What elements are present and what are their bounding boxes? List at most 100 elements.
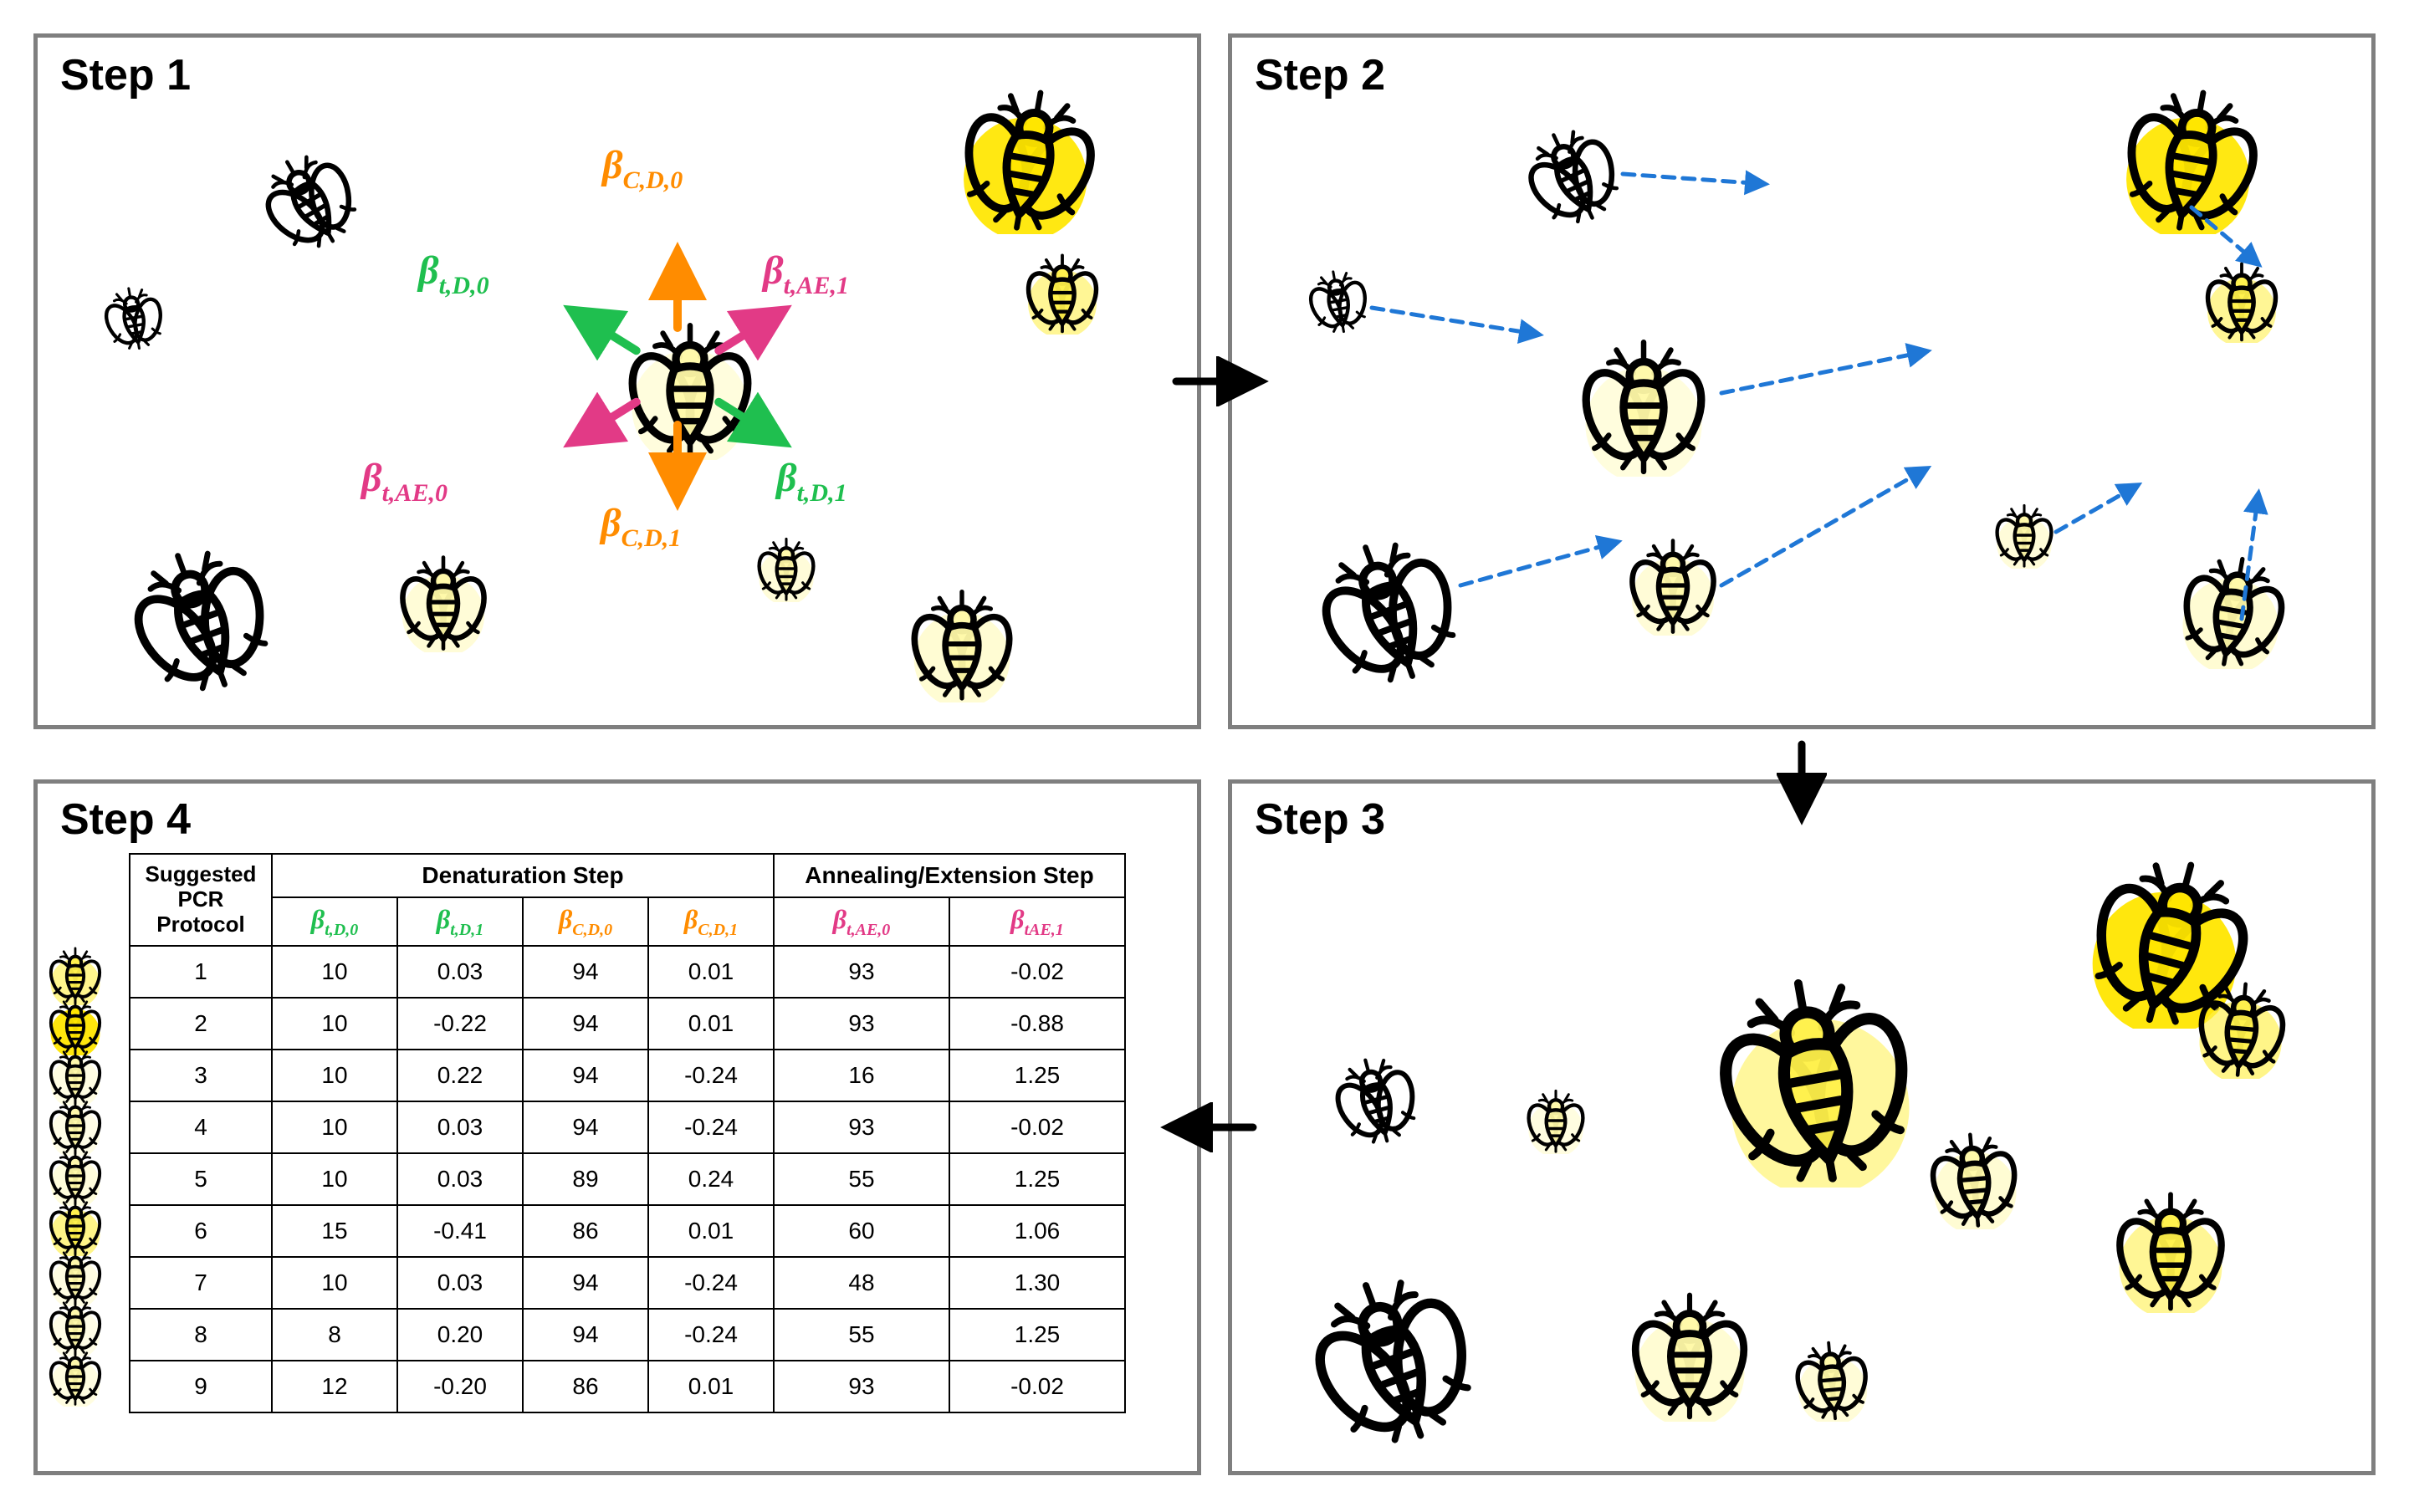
- cell-7-6: 1.25: [949, 1309, 1125, 1361]
- cell-8-2: -0.20: [397, 1361, 523, 1412]
- cell-3-4: -0.24: [648, 1101, 774, 1153]
- cell-7-2: 0.20: [397, 1309, 523, 1361]
- label-s3: Step 3: [1255, 794, 1385, 845]
- firefly-p2-6: [1623, 535, 1723, 636]
- arrow-1-2: [1151, 356, 1278, 406]
- pcr-table-el: SuggestedPCRProtocolDenaturation StepAnn…: [129, 853, 1126, 1413]
- firefly-p3-0: [1706, 970, 1924, 1188]
- beta-cD1: βC,D,1: [601, 500, 681, 552]
- firefly-p1-6: [393, 552, 494, 652]
- cell-6-4: -0.24: [648, 1257, 774, 1309]
- cell-1-3: 94: [523, 998, 648, 1050]
- cell-8-3: 86: [523, 1361, 648, 1412]
- firefly-p2-7: [1991, 502, 2058, 569]
- firefly-p3-2: [2192, 978, 2292, 1079]
- cell-8-1: 12: [272, 1361, 397, 1412]
- firefly-p2-1: [1522, 125, 1623, 226]
- cell-5-6: 1.06: [949, 1205, 1125, 1257]
- cell-5-4: 0.01: [648, 1205, 774, 1257]
- firefly-p3-7: [1305, 1271, 1481, 1447]
- cell-4-2: 0.03: [397, 1153, 523, 1205]
- cell-0-6: -0.02: [949, 946, 1125, 998]
- cell-5-2: -0.41: [397, 1205, 523, 1257]
- beta-tAE1: βt,AE,1: [763, 248, 849, 299]
- firefly-p2-8: [2175, 552, 2292, 669]
- cell-3-0: 4: [130, 1101, 272, 1153]
- cell-8-4: 0.01: [648, 1361, 774, 1412]
- firefly-p3-6: [2108, 1188, 2233, 1313]
- cell-2-3: 94: [523, 1050, 648, 1101]
- firefly-p1-2: [100, 284, 167, 351]
- cell-0-5: 93: [774, 946, 949, 998]
- beta-cD0: βC,D,0: [602, 142, 683, 194]
- cell-4-1: 10: [272, 1153, 397, 1205]
- cell-4-4: 0.24: [648, 1153, 774, 1205]
- th-group-anneal: Annealing/Extension Step: [774, 854, 1125, 897]
- th-beta-0: βt,D,0: [272, 897, 397, 946]
- th-beta-5: βtAE,1: [949, 897, 1125, 946]
- cell-1-5: 93: [774, 998, 949, 1050]
- cell-5-5: 60: [774, 1205, 949, 1257]
- firefly-p2-3: [2116, 84, 2267, 234]
- firefly-p1-3: [954, 84, 1104, 234]
- cell-0-2: 0.03: [397, 946, 523, 998]
- firefly-p1-5: [125, 544, 276, 694]
- cell-6-1: 10: [272, 1257, 397, 1309]
- cell-4-6: 1.25: [949, 1153, 1125, 1205]
- cell-8-0: 9: [130, 1361, 272, 1412]
- cell-0-3: 94: [523, 946, 648, 998]
- cell-1-0: 2: [130, 998, 272, 1050]
- cell-6-5: 48: [774, 1257, 949, 1309]
- cell-7-1: 8: [272, 1309, 397, 1361]
- th-protocol: SuggestedPCRProtocol: [130, 854, 272, 946]
- cell-5-1: 15: [272, 1205, 397, 1257]
- cell-4-0: 5: [130, 1153, 272, 1205]
- firefly-p2-4: [2200, 259, 2284, 343]
- cell-6-0: 7: [130, 1257, 272, 1309]
- pcr-table: SuggestedPCRProtocolDenaturation StepAnn…: [129, 853, 1126, 1413]
- cell-3-6: -0.02: [949, 1101, 1125, 1153]
- cell-8-6: -0.02: [949, 1361, 1125, 1412]
- firefly-p2-5: [1313, 535, 1464, 686]
- cell-3-1: 10: [272, 1101, 397, 1153]
- cell-2-0: 3: [130, 1050, 272, 1101]
- cell-7-0: 8: [130, 1309, 272, 1361]
- firefly-p2-2: [1305, 268, 1372, 335]
- cell-8-5: 93: [774, 1361, 949, 1412]
- firefly-p1-7: [753, 535, 820, 602]
- cell-2-4: -0.24: [648, 1050, 774, 1101]
- cell-5-0: 6: [130, 1205, 272, 1257]
- firefly-p3-8: [1623, 1288, 1757, 1422]
- figure-stage: Step 1 Step 2 Step 3 Step 4: [0, 0, 2409, 1512]
- label-s2: Step 2: [1255, 50, 1385, 100]
- cell-3-2: 0.03: [397, 1101, 523, 1153]
- cell-0-4: 0.01: [648, 946, 774, 998]
- cell-1-4: 0.01: [648, 998, 774, 1050]
- firefly-p1-1: [259, 151, 360, 251]
- row-firefly-8: [45, 1346, 105, 1407]
- th-beta-3: βC,D,1: [648, 897, 774, 946]
- cell-2-1: 10: [272, 1050, 397, 1101]
- th-beta-1: βt,D,1: [397, 897, 523, 946]
- th-group-denat: Denaturation Step: [272, 854, 774, 897]
- firefly-p2-0: [1573, 335, 1715, 477]
- firefly-p1-8: [903, 585, 1020, 702]
- firefly-p3-3: [1330, 1054, 1422, 1146]
- firefly-p1-4: [1020, 251, 1104, 335]
- beta-tD0: βt,D,0: [418, 248, 489, 299]
- firefly-p3-9: [1790, 1338, 1874, 1422]
- beta-tAE0: βt,AE,0: [361, 455, 448, 507]
- cell-2-5: 16: [774, 1050, 949, 1101]
- cell-0-0: 1: [130, 946, 272, 998]
- beta-tD1: βt,D,1: [776, 455, 847, 507]
- firefly-p3-4: [1522, 1087, 1589, 1154]
- label-s4: Step 4: [60, 794, 191, 845]
- cell-6-6: 1.30: [949, 1257, 1125, 1309]
- cell-7-4: -0.24: [648, 1309, 774, 1361]
- cell-0-1: 10: [272, 946, 397, 998]
- cell-1-2: -0.22: [397, 998, 523, 1050]
- cell-2-6: 1.25: [949, 1050, 1125, 1101]
- label-s1: Step 1: [60, 50, 191, 100]
- cell-1-6: -0.88: [949, 998, 1125, 1050]
- cell-5-3: 86: [523, 1205, 648, 1257]
